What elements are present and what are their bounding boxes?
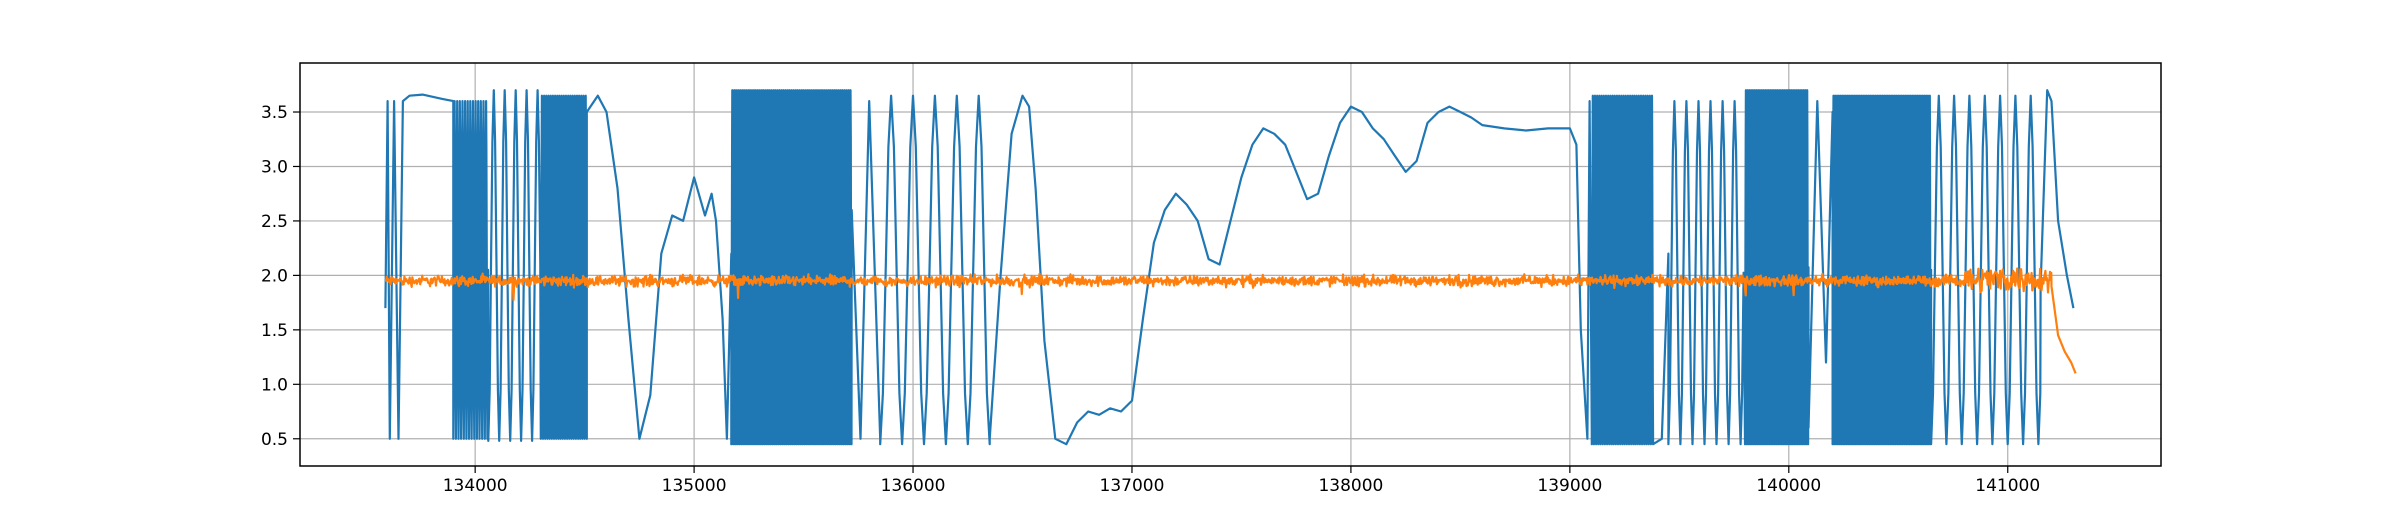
y-tick-label: 1.5 bbox=[261, 321, 288, 341]
x-axis: 134000 135000 136000 137000 138000 139000 1400… bbox=[443, 466, 2040, 496]
y-tick-label: 0.5 bbox=[261, 430, 288, 450]
x-tick-label: 135000 bbox=[662, 476, 727, 496]
series-line-1 bbox=[384, 89, 2075, 446]
plot-frame bbox=[299, 62, 2162, 467]
x-tick-label: 136000 bbox=[881, 476, 946, 496]
x-tick-label: 140000 bbox=[1756, 476, 1821, 496]
x-tick-label: 141000 bbox=[1975, 476, 2040, 496]
x-tick-label: 137000 bbox=[1100, 476, 1165, 496]
y-tick-label: 2.5 bbox=[261, 212, 288, 232]
x-tick-label: 138000 bbox=[1318, 476, 1383, 496]
y-tick-label: 2.0 bbox=[261, 266, 288, 286]
series-layer bbox=[384, 89, 2077, 446]
x-tick-label: 139000 bbox=[1537, 476, 1602, 496]
y-tick-label: 3.0 bbox=[261, 157, 288, 177]
series-line-2 bbox=[384, 267, 2077, 374]
x-tick-label: 134000 bbox=[443, 476, 508, 496]
y-axis: 0.5 1.0 1.5 2.0 2.5 3.0 3.5 bbox=[261, 103, 300, 450]
y-tick-label: 3.5 bbox=[261, 103, 288, 123]
y-tick-label: 1.0 bbox=[261, 375, 288, 395]
